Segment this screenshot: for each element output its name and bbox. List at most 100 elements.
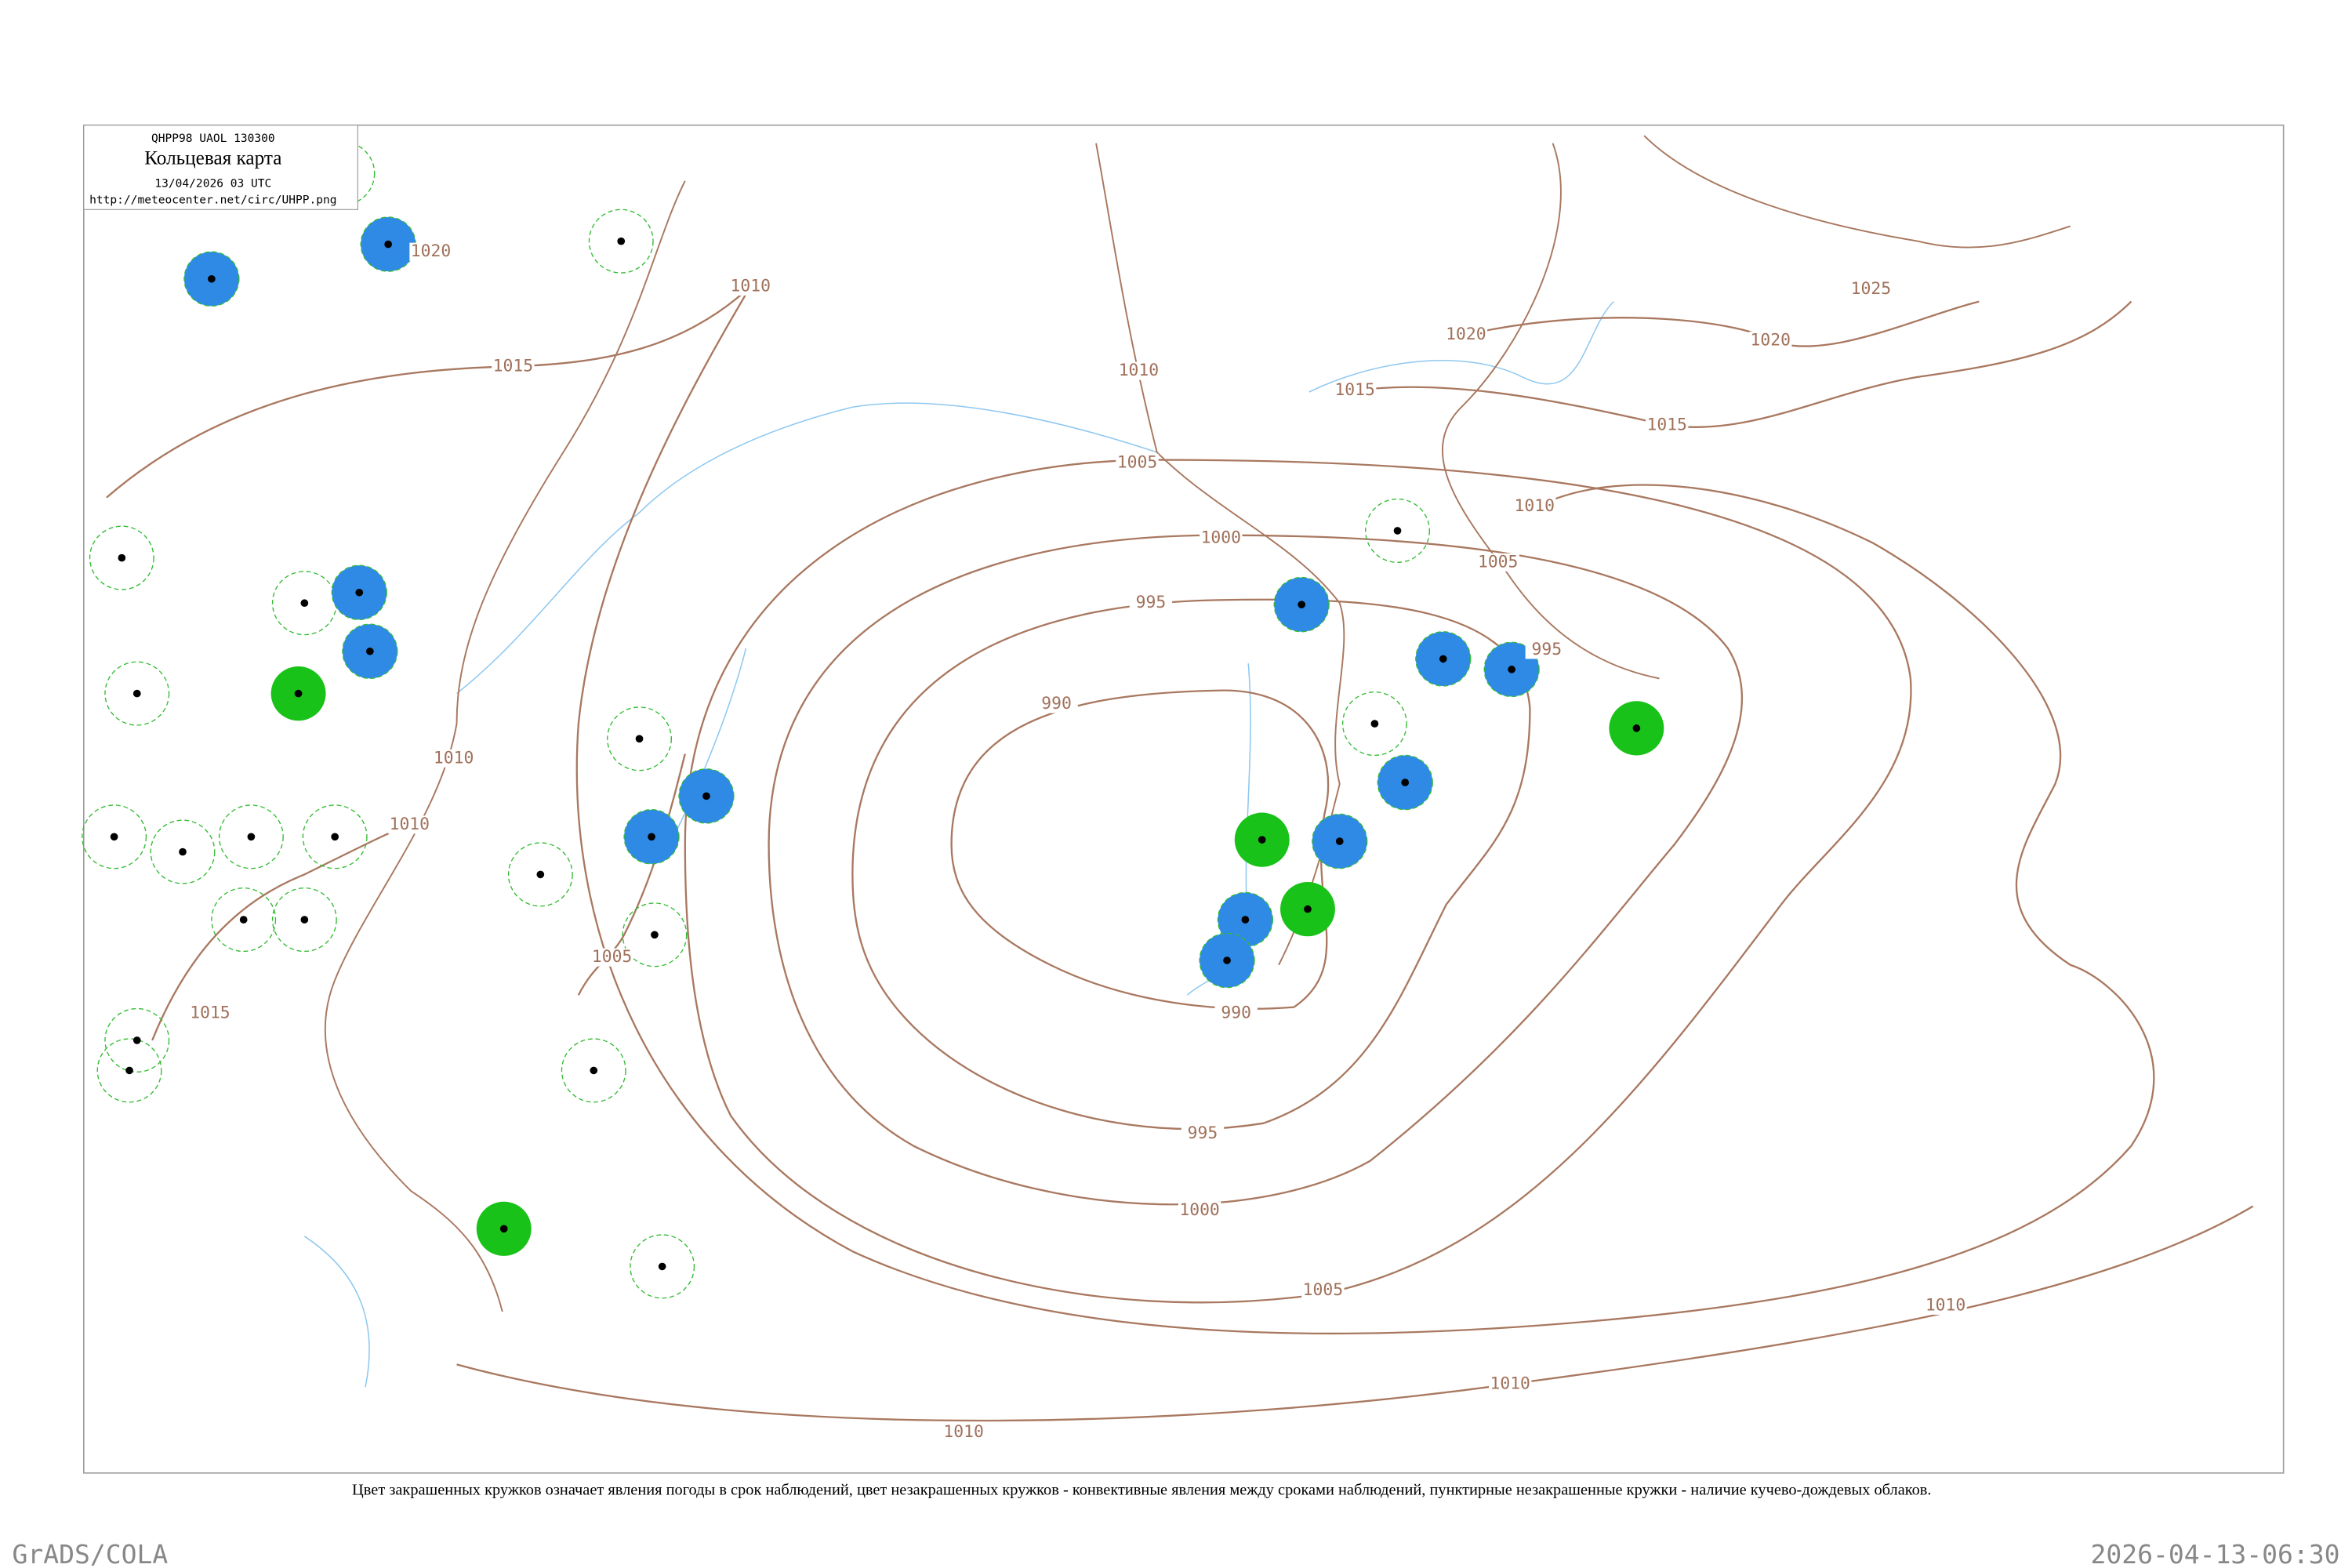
station-dot [239,916,248,924]
station-dot [590,1066,598,1075]
isobar [575,285,2155,1335]
header-frame [83,125,358,210]
isobar [1355,300,2132,429]
station-ring [588,209,654,274]
isobar-label: 1015 [1646,415,1686,434]
isobar-label: 1020 [411,241,451,261]
station-ring [89,525,154,590]
river [303,1236,370,1388]
isobar-label-bg [1444,325,1488,344]
isobar-label: 1010 [434,748,474,768]
isobar-label-bg [1333,381,1377,400]
isobar [851,598,1531,1131]
isobars [106,285,2254,1422]
header-box: QHPP98 UAOL 130300 Кольцевая карта 13/04… [83,125,358,210]
station-dot [300,599,309,608]
station-ring [607,706,672,771]
station-dot [132,689,141,698]
isobar-label: 1000 [1179,1200,1219,1220]
isobar-label-bg [1476,553,1519,572]
isobar-label-bg [432,749,475,768]
isobar-label-bg [942,1423,985,1442]
isobar-label: 995 [1188,1123,1218,1143]
station-ring [271,887,337,953]
isobar-label: 995 [1136,593,1167,612]
station-dot [118,554,126,562]
map-frame [83,124,2285,1474]
isobar-label: 1015 [190,1003,230,1022]
station-dot [1370,720,1379,728]
station-dot [648,833,655,841]
isobar-label: 1005 [1117,452,1157,472]
isobar-label: 1005 [1478,552,1518,572]
station-ring [561,1038,626,1103]
station-dot [294,689,303,698]
isobar [950,689,1330,1010]
station-dot [1258,836,1266,844]
station-dot [1508,666,1516,673]
isobar-label-bg [1181,1124,1225,1143]
station-dot [300,916,309,924]
station-dot [1632,724,1641,732]
station-dot [179,848,187,856]
station-dot [536,870,545,879]
station-dot [635,735,644,743]
station-dot [702,792,710,800]
station-dot [1223,956,1231,964]
header-url: http://meteocenter.net/circ/UHPP.png [89,194,336,207]
isobar-label: 1010 [390,815,430,834]
isobar-label: 1010 [943,1422,983,1442]
header-time: 13/04/2026 03 UTC [154,178,271,191]
station-ring [218,804,284,869]
station-dot [365,647,374,655]
coastline [1441,143,1660,680]
isobar-label: 1015 [1334,380,1374,400]
station-dot [208,274,216,283]
isobar-label-bg [1646,416,1689,434]
isobar-label-bg [729,277,772,296]
isobar-label-bg [1924,1296,1967,1315]
station-dot [1298,601,1306,608]
isobar-label: 1025 [1851,279,1891,299]
caption: Цвет закрашенных кружков означает явлени… [352,1482,1931,1499]
station-dot [1401,779,1410,786]
isobar-label-bg [1200,529,1243,548]
station-dot [617,237,626,245]
isobar [456,1205,2254,1422]
station-dot [125,1066,133,1075]
isobar [106,285,752,499]
isobar-label: 1010 [1119,361,1159,380]
isobar-label-bg [1035,695,1078,713]
station-ring [211,887,277,953]
station-ring [104,661,170,726]
isobar-label-bg [1129,593,1173,612]
isobar-label-bg [492,357,535,376]
station-circles [82,141,1664,1299]
isobar-label: 990 [1221,1003,1251,1022]
station-dot [331,833,339,841]
station-ring [302,804,368,869]
station-dot [499,1225,508,1233]
isobar-label-bg [1849,280,1893,299]
river [669,648,747,845]
station-ring [1365,498,1430,563]
isobar-label-bg [590,948,633,967]
isobar-label: 1000 [1201,528,1241,548]
header-code: QHPP98 UAOL 130300 [151,132,275,145]
isobar-labels: 1020 1010 1015 1010 1005 1000 995 990 1020 1015 10… [188,241,1967,1442]
station-dot [1439,655,1447,663]
isobar-label: 1010 [1515,496,1555,516]
station-ring [1341,691,1407,757]
station-ring [82,804,147,869]
isobar-label-bg [1116,453,1159,472]
isobar-label: 995 [1532,640,1563,659]
station-ring [630,1234,695,1299]
station-ring [507,842,573,907]
isobar-label-bg [1489,1374,1532,1393]
station-ring [96,1038,162,1103]
footer-right: 2026-04-13-06:30 [2091,1540,2340,1568]
isobar-label-bg [1178,1201,1221,1220]
station-dot [1241,916,1250,924]
station-dot [658,1262,666,1271]
